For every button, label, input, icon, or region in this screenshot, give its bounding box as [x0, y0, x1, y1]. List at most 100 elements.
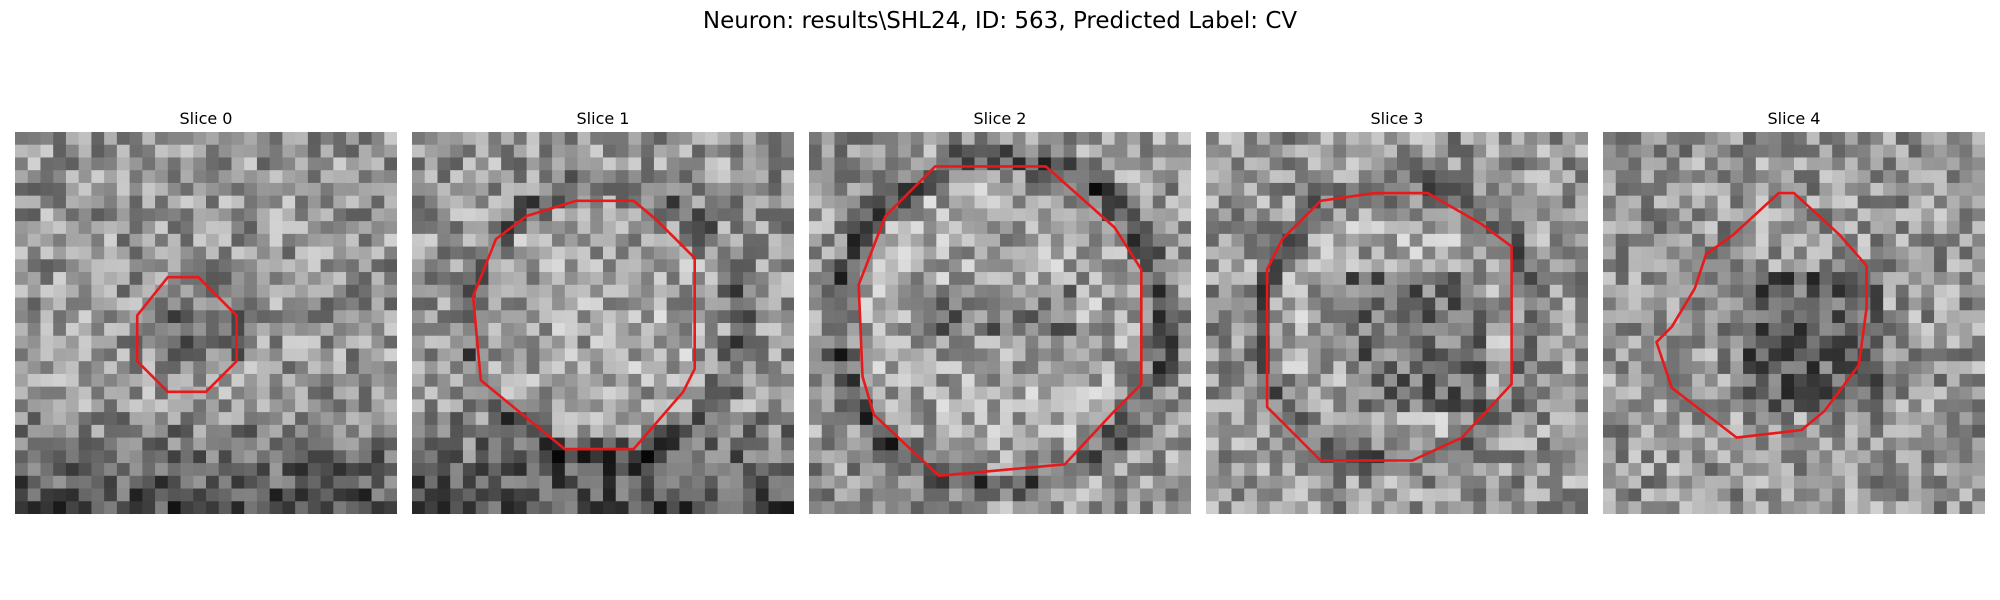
pixel [307, 348, 322, 362]
pixel [91, 259, 105, 273]
pixel [1218, 132, 1232, 146]
pixel [231, 475, 245, 490]
pixel [218, 386, 232, 400]
pixel [1320, 297, 1334, 311]
pixel [180, 132, 194, 146]
pixel [1178, 386, 1191, 400]
pixel [1921, 310, 1935, 324]
pixel [180, 195, 194, 209]
pixel [180, 170, 194, 184]
pixel [269, 463, 283, 477]
pixel [1666, 208, 1680, 222]
pixel [717, 284, 731, 299]
pixel [1615, 323, 1629, 337]
pixel [1218, 361, 1232, 375]
pixel [1946, 335, 1961, 349]
pixel [1025, 246, 1039, 260]
pixel [1000, 361, 1014, 375]
pixel [1346, 463, 1360, 477]
pixel [974, 488, 988, 502]
pixel [244, 386, 258, 400]
pixel [231, 195, 245, 209]
pixel [78, 348, 92, 362]
pixel [1050, 297, 1065, 311]
pixel [513, 233, 528, 248]
pixel [755, 144, 770, 158]
pixel [384, 233, 397, 248]
pixel [1781, 335, 1795, 349]
pixel [142, 182, 156, 197]
pixel [1127, 144, 1141, 158]
pixel [65, 475, 80, 490]
pixel [1781, 259, 1795, 273]
pixel [1603, 323, 1617, 337]
pixel [1397, 144, 1411, 158]
pixel [936, 246, 950, 260]
pixel [590, 284, 604, 299]
pixel [1934, 208, 1948, 222]
segmentation-contour [471, 199, 697, 451]
pixel [834, 488, 848, 502]
pixel [1447, 157, 1462, 171]
pixel [91, 450, 105, 464]
pixel [1231, 437, 1245, 451]
pixel [1908, 233, 1922, 248]
pixel [834, 412, 848, 426]
pixel [1934, 386, 1948, 400]
pixel [1114, 361, 1128, 375]
pixel [1717, 297, 1731, 311]
pixel [1140, 348, 1154, 362]
pixel [1218, 195, 1232, 209]
pixel [27, 399, 41, 413]
pixel [1717, 246, 1731, 260]
pixel [809, 170, 823, 184]
pixel [1844, 297, 1859, 311]
pixel [949, 361, 963, 375]
pixel [1346, 437, 1360, 451]
pixel [743, 259, 757, 273]
pixel [1832, 195, 1846, 209]
pixel [1358, 335, 1373, 349]
pixel [1549, 386, 1564, 400]
pixel [1152, 157, 1167, 171]
pixel [15, 335, 29, 349]
pixel [1486, 488, 1500, 502]
pixel [1819, 373, 1833, 388]
pixel [1603, 335, 1617, 349]
pixel [358, 310, 373, 324]
pixel [987, 488, 1001, 502]
pixel [730, 399, 744, 413]
pixel [704, 246, 719, 260]
pixel [1218, 323, 1232, 337]
pixel [1857, 335, 1871, 349]
pixel [1384, 475, 1398, 490]
pixel [269, 284, 283, 299]
pixel [1794, 284, 1808, 299]
pixel [809, 450, 823, 464]
pixel [142, 259, 156, 273]
pixel [1384, 361, 1398, 375]
pixel [1025, 399, 1039, 413]
pixel [679, 348, 693, 362]
pixel [1295, 412, 1309, 426]
pixel [371, 284, 385, 299]
pixel [1076, 386, 1090, 400]
pixel [1206, 399, 1220, 413]
pixel [91, 284, 105, 299]
pixel [1870, 246, 1884, 260]
pixel [218, 259, 232, 273]
pixel [282, 335, 296, 349]
pixel [116, 386, 131, 400]
pixel [1038, 259, 1052, 273]
pixel [1562, 246, 1576, 260]
pixel [1038, 373, 1052, 388]
pixel [679, 132, 693, 146]
pixel [1473, 450, 1487, 464]
pixel [1575, 424, 1588, 439]
pixel [1730, 335, 1744, 349]
pixel [1857, 170, 1871, 184]
pixel [821, 335, 835, 349]
pixel [628, 284, 642, 299]
pixel [1409, 157, 1423, 171]
pixel [40, 259, 54, 273]
